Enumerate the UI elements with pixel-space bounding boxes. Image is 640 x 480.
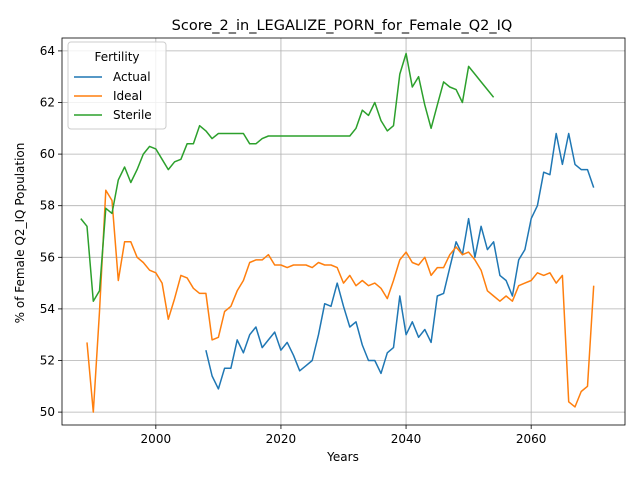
series-line-actual: [205, 132, 595, 390]
y-axis-title: % of Female Q2_IQ Population: [13, 143, 27, 324]
series-layer: [80, 52, 595, 413]
y-tick-label: 52: [40, 354, 55, 368]
y-tick-label: 56: [40, 250, 55, 264]
plot-frame: [61, 37, 626, 426]
legend-items: Actual Ideal Sterile: [74, 70, 152, 122]
y-tick-label: 64: [40, 44, 55, 58]
legend: Fertility Actual Ideal Sterile: [67, 41, 167, 130]
legend-box: [67, 41, 167, 130]
legend-label-sterile: Sterile: [113, 108, 152, 122]
y-tick-label: 50: [40, 405, 55, 419]
x-tick-label: 2020: [266, 432, 297, 446]
series-line-ideal: [86, 189, 595, 413]
series-line-sterile: [80, 52, 495, 302]
y-tick-label: 58: [40, 199, 55, 213]
x-axis: 2000 2020 2040 2060: [141, 425, 547, 446]
x-tick-label: 2040: [391, 432, 422, 446]
x-tick-label: 2000: [141, 432, 172, 446]
legend-label-ideal: Ideal: [113, 89, 142, 103]
y-tick-label: 54: [40, 302, 55, 316]
x-tick-label: 2060: [516, 432, 547, 446]
x-axis-title: Years: [326, 450, 359, 464]
y-tick-label: 60: [40, 147, 55, 161]
legend-label-actual: Actual: [113, 70, 151, 84]
legend-title: Fertility: [94, 50, 139, 64]
chart-title: Score_2_in_LEGALIZE_PORN_for_Female_Q2_I…: [172, 18, 513, 34]
y-tick-label: 62: [40, 96, 55, 110]
y-axis: 50 52 54 56 58 60 62 64: [40, 44, 62, 419]
